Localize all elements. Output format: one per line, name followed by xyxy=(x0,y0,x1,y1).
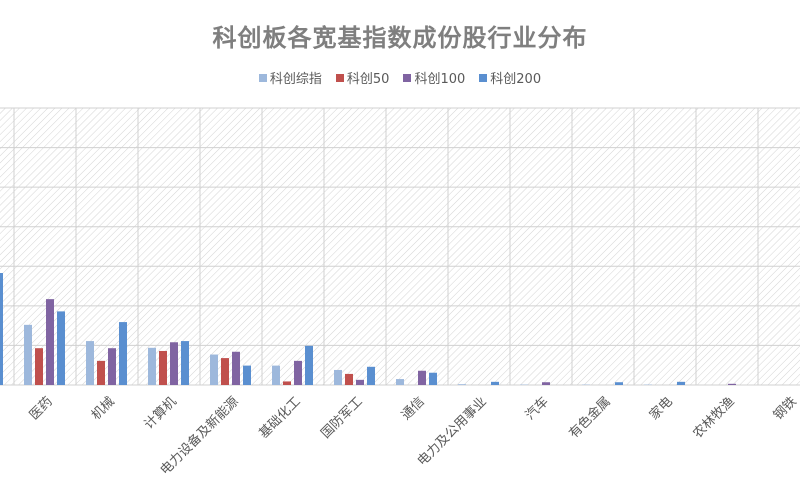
legend-label: 科创100 xyxy=(414,72,466,87)
legend: 科创综指 科创50 科创100 科创200 xyxy=(0,68,800,87)
x-tick-label: 家电 xyxy=(646,394,676,424)
bar xyxy=(677,381,685,385)
bar xyxy=(108,348,116,385)
bar xyxy=(305,345,313,385)
legend-swatch xyxy=(335,73,344,82)
bar xyxy=(396,379,404,385)
bar xyxy=(243,365,251,385)
bar xyxy=(728,383,736,385)
bar xyxy=(181,341,189,385)
bar xyxy=(57,311,65,385)
bar xyxy=(35,348,43,385)
bar xyxy=(356,379,364,385)
bar xyxy=(148,347,156,385)
bar xyxy=(418,370,426,385)
x-tick-label: 农林牧渔 xyxy=(690,394,737,441)
legend-item-kc50: 科创50 xyxy=(335,68,390,87)
bar xyxy=(491,381,499,385)
gridlines xyxy=(0,107,800,386)
x-tick-label: 汽车 xyxy=(522,394,552,424)
x-tick-label: 计算机 xyxy=(142,394,180,432)
bar xyxy=(119,322,127,385)
x-tick-label: 钢铁 xyxy=(771,394,800,423)
bar xyxy=(294,360,302,385)
bar xyxy=(345,373,353,385)
bar xyxy=(458,384,466,385)
legend-label: 科创综指 xyxy=(269,72,322,87)
bar xyxy=(272,365,280,385)
bar xyxy=(429,372,437,385)
x-tick-label: 基础化工 xyxy=(256,394,303,441)
bar xyxy=(46,299,54,385)
bar xyxy=(232,351,240,385)
x-tick-label: 机械 xyxy=(89,394,118,423)
bar xyxy=(170,342,178,385)
legend-swatch xyxy=(479,73,488,82)
x-tick-label: 有色金属 xyxy=(566,394,614,442)
bar xyxy=(159,350,167,385)
bar xyxy=(615,382,623,385)
legend-label: 科创50 xyxy=(346,72,390,87)
legend-item-kc100: 科创100 xyxy=(403,68,465,87)
x-tick-label: 国防军工 xyxy=(318,394,366,442)
chart-title: 科创板各宽基指数成份股行业分布 xyxy=(212,24,588,52)
legend-swatch xyxy=(403,73,412,82)
plot-area-background xyxy=(0,108,800,385)
bar xyxy=(283,381,291,385)
x-tick-label: 通信 xyxy=(399,394,428,423)
bar xyxy=(24,324,32,385)
bars xyxy=(0,273,736,385)
bar xyxy=(97,360,105,385)
bar xyxy=(221,358,229,385)
bar xyxy=(0,273,3,385)
bar xyxy=(334,369,342,385)
bar xyxy=(86,341,94,385)
bar xyxy=(367,366,375,385)
x-tick-label: 医药 xyxy=(27,394,56,423)
bar xyxy=(542,382,550,385)
legend-swatch xyxy=(258,73,267,82)
legend-item-kc200: 科创200 xyxy=(479,68,541,87)
legend-label: 科创200 xyxy=(490,72,542,87)
bar xyxy=(210,354,218,385)
legend-item-kc-composite: 科创综指 xyxy=(258,68,322,87)
